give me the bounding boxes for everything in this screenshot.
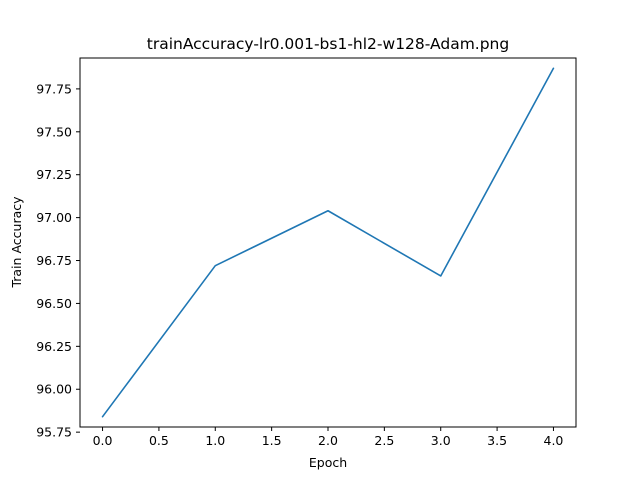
y-tick-label: 97.50: [36, 124, 72, 139]
x-tick-label: 1.0: [205, 433, 225, 448]
x-axis: 0.0 0.5 1.0 1.5 2.0 2.5 3.0 3.5 4.0: [93, 427, 564, 448]
series-layer: [101, 67, 555, 418]
y-tick-label: 97.00: [36, 210, 72, 225]
x-tick-label: 3.0: [431, 433, 451, 448]
x-tick-label: 2.5: [374, 433, 394, 448]
series-line-0: [101, 67, 555, 418]
y-tick-label: 96.25: [36, 339, 72, 354]
plot-area: 0.0 0.5 1.0 1.5 2.0 2.5 3.0 3.5 4.0 95.75 96.00 96…: [36, 57, 577, 448]
y-axis: 95.75 96.00 96.25 96.50 96.75 97.00 97.25 97.50…: [36, 81, 80, 440]
y-tick-label: 95.75: [36, 425, 72, 440]
y-axis-label: Train Accuracy: [9, 196, 24, 289]
y-tick-label: 96.00: [36, 382, 72, 397]
y-tick-label: 96.75: [36, 253, 72, 268]
y-tick-label: 97.25: [36, 167, 72, 182]
y-tick-label: 97.75: [36, 81, 72, 96]
x-axis-label: Epoch: [309, 455, 347, 470]
y-tick-label: 96.50: [36, 296, 72, 311]
x-tick-label: 0.5: [149, 433, 169, 448]
chart-title: trainAccuracy-lr0.001-bs1-hl2-w128-Adam.…: [147, 35, 509, 53]
x-tick-label: 2.0: [318, 433, 338, 448]
x-tick-label: 3.5: [487, 433, 507, 448]
x-tick-label: 1.5: [262, 433, 282, 448]
x-tick-label: 0.0: [93, 433, 113, 448]
plot-frame: [79, 57, 577, 428]
x-tick-label: 4.0: [544, 433, 564, 448]
